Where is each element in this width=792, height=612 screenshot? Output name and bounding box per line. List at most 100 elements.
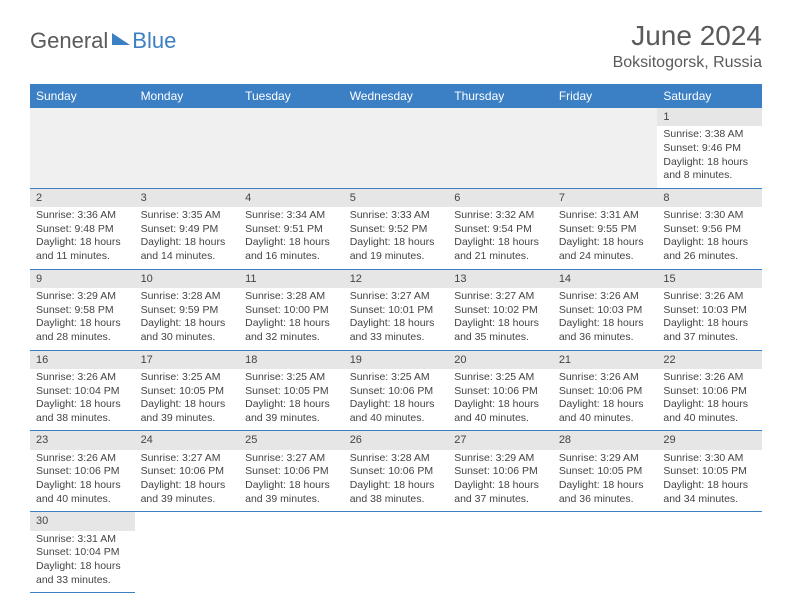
day-number: 6 <box>448 189 553 207</box>
calendar-cell: 13 Sunrise: 3:27 AMSunset: 10:02 PMDaylig… <box>448 269 553 350</box>
calendar-cell <box>239 108 344 188</box>
daylight-line-2: and 8 minutes. <box>663 169 756 183</box>
sunrise-line: Sunrise: 3:29 AM <box>36 290 129 304</box>
daylight-line-1: Daylight: 18 hours <box>663 236 756 250</box>
sunset-line: Sunset: 10:04 PM <box>36 546 129 560</box>
daylight-line-2: and 11 minutes. <box>36 250 129 264</box>
daylight-line-1: Daylight: 18 hours <box>36 317 129 331</box>
day-number: 3 <box>135 189 240 207</box>
sunrise-line: Sunrise: 3:35 AM <box>141 209 234 223</box>
calendar-cell: 28Sunrise: 3:29 AMSunset: 10:05 PMDaylig… <box>553 431 658 512</box>
daylight-line-2: and 16 minutes. <box>245 250 338 264</box>
logo-text-blue: Blue <box>114 28 176 54</box>
daylight-line-1: Daylight: 18 hours <box>245 317 338 331</box>
sunrise-line: Sunrise: 3:36 AM <box>36 209 129 223</box>
sunset-line: Sunset: 9:54 PM <box>454 223 547 237</box>
daylight-line-2: and 40 minutes. <box>454 412 547 426</box>
calendar-cell: 10Sunrise: 3:28 AMSunset: 9:59 PMDayligh… <box>135 269 240 350</box>
day-number: 4 <box>239 189 344 207</box>
calendar-row: 16Sunrise: 3:26 AMSunset: 10:04 PMDaylig… <box>30 350 762 431</box>
sunrise-line: Sunrise: 3:38 AM <box>663 128 756 142</box>
daylight-line-2: and 40 minutes. <box>350 412 443 426</box>
calendar-cell: 8Sunrise: 3:30 AMSunset: 9:56 PMDaylight… <box>657 188 762 269</box>
calendar-cell: 15Sunrise: 3:26 AMSunset: 10:03 PMDaylig… <box>657 269 762 350</box>
day-number: 13 <box>448 270 553 288</box>
calendar-row: 1Sunrise: 3:38 AMSunset: 9:46 PMDaylight… <box>30 108 762 188</box>
sunset-line: Sunset: 10:05 PM <box>245 385 338 399</box>
daylight-line-2: and 39 minutes. <box>141 412 234 426</box>
day-number: 22 <box>657 351 762 369</box>
day-number: 25 <box>239 431 344 449</box>
daylight-line-1: Daylight: 18 hours <box>663 317 756 331</box>
calendar-cell: 12Sunrise: 3:27 AMSunset: 10:01 PMDaylig… <box>344 269 449 350</box>
sunset-line: Sunset: 9:46 PM <box>663 142 756 156</box>
daylight-line-2: and 36 minutes. <box>559 493 652 507</box>
daylight-line-1: Daylight: 18 hours <box>454 398 547 412</box>
sunrise-line: Sunrise: 3:30 AM <box>663 452 756 466</box>
calendar-cell <box>344 108 449 188</box>
daylight-line-1: Daylight: 18 hours <box>245 236 338 250</box>
sunset-line: Sunset: 10:02 PM <box>454 304 547 318</box>
daylight-line-2: and 38 minutes. <box>350 493 443 507</box>
month-title: June 2024 <box>613 20 762 52</box>
calendar-cell: 24Sunrise: 3:27 AMSunset: 10:06 PMDaylig… <box>135 431 240 512</box>
day-number: 2 <box>30 189 135 207</box>
logo-text-general: General <box>30 28 108 54</box>
calendar-row: 30Sunrise: 3:31 AMSunset: 10:04 PMDaylig… <box>30 512 762 593</box>
daylight-line-2: and 34 minutes. <box>663 493 756 507</box>
calendar-cell: 5Sunrise: 3:33 AMSunset: 9:52 PMDaylight… <box>344 188 449 269</box>
daylight-line-1: Daylight: 18 hours <box>350 398 443 412</box>
calendar-cell: 22Sunrise: 3:26 AMSunset: 10:06 PMDaylig… <box>657 350 762 431</box>
calendar-cell: 11Sunrise: 3:28 AMSunset: 10:00 PMDaylig… <box>239 269 344 350</box>
calendar-cell: 21Sunrise: 3:26 AMSunset: 10:06 PMDaylig… <box>553 350 658 431</box>
day-number: 23 <box>30 431 135 449</box>
calendar-cell: 30Sunrise: 3:31 AMSunset: 10:04 PMDaylig… <box>30 512 135 593</box>
sunrise-line: Sunrise: 3:27 AM <box>454 290 547 304</box>
daylight-line-1: Daylight: 18 hours <box>350 236 443 250</box>
daylight-line-2: and 36 minutes. <box>559 331 652 345</box>
sunrise-line: Sunrise: 3:26 AM <box>663 290 756 304</box>
sunrise-line: Sunrise: 3:27 AM <box>350 290 443 304</box>
header: General Blue June 2024 Boksitogorsk, Rus… <box>30 20 762 72</box>
daylight-line-1: Daylight: 18 hours <box>663 479 756 493</box>
sunrise-line: Sunrise: 3:28 AM <box>141 290 234 304</box>
day-number: 15 <box>657 270 762 288</box>
calendar-cell <box>239 512 344 593</box>
weekday-header: Saturday <box>657 84 762 108</box>
weekday-header: Tuesday <box>239 84 344 108</box>
daylight-line-2: and 14 minutes. <box>141 250 234 264</box>
calendar-row: 23Sunrise: 3:26 AMSunset: 10:06 PMDaylig… <box>30 431 762 512</box>
sunrise-line: Sunrise: 3:25 AM <box>141 371 234 385</box>
daylight-line-2: and 38 minutes. <box>36 412 129 426</box>
sunrise-line: Sunrise: 3:32 AM <box>454 209 547 223</box>
sunrise-line: Sunrise: 3:29 AM <box>559 452 652 466</box>
daylight-line-2: and 33 minutes. <box>350 331 443 345</box>
daylight-line-2: and 39 minutes. <box>245 412 338 426</box>
day-number: 26 <box>344 431 449 449</box>
daylight-line-1: Daylight: 18 hours <box>559 398 652 412</box>
calendar-cell: 20Sunrise: 3:25 AMSunset: 10:06 PMDaylig… <box>448 350 553 431</box>
sunrise-line: Sunrise: 3:27 AM <box>141 452 234 466</box>
calendar-cell <box>448 108 553 188</box>
calendar-cell: 6Sunrise: 3:32 AMSunset: 9:54 PMDaylight… <box>448 188 553 269</box>
daylight-line-1: Daylight: 18 hours <box>36 560 129 574</box>
weekday-header-row: Sunday Monday Tuesday Wednesday Thursday… <box>30 84 762 108</box>
day-number: 11 <box>239 270 344 288</box>
calendar-cell <box>657 512 762 593</box>
daylight-line-1: Daylight: 18 hours <box>454 317 547 331</box>
daylight-line-2: and 28 minutes. <box>36 331 129 345</box>
sunrise-line: Sunrise: 3:26 AM <box>36 371 129 385</box>
sunset-line: Sunset: 10:05 PM <box>663 465 756 479</box>
sunrise-line: Sunrise: 3:25 AM <box>245 371 338 385</box>
daylight-line-1: Daylight: 18 hours <box>350 479 443 493</box>
calendar-cell: 19Sunrise: 3:25 AMSunset: 10:06 PMDaylig… <box>344 350 449 431</box>
daylight-line-1: Daylight: 18 hours <box>141 317 234 331</box>
sunrise-line: Sunrise: 3:30 AM <box>663 209 756 223</box>
sunset-line: Sunset: 10:01 PM <box>350 304 443 318</box>
calendar-cell: 2Sunrise: 3:36 AMSunset: 9:48 PMDaylight… <box>30 188 135 269</box>
daylight-line-1: Daylight: 18 hours <box>36 236 129 250</box>
day-number: 30 <box>30 512 135 530</box>
calendar-cell: 23Sunrise: 3:26 AMSunset: 10:06 PMDaylig… <box>30 431 135 512</box>
calendar-table: Sunday Monday Tuesday Wednesday Thursday… <box>30 84 762 593</box>
daylight-line-2: and 19 minutes. <box>350 250 443 264</box>
